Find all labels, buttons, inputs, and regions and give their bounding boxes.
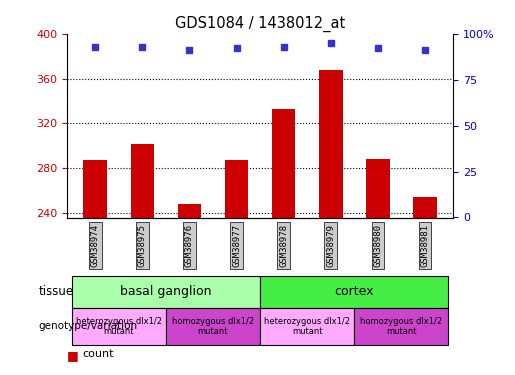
Bar: [83, 160, 107, 218]
Text: tissue: tissue: [39, 285, 74, 298]
Text: cortex: cortex: [335, 285, 374, 298]
Text: homozygous dlx1/2
mutant: homozygous dlx1/2 mutant: [172, 316, 254, 336]
Bar: [72, 308, 166, 345]
Bar: [166, 308, 260, 345]
Text: genotype/variation: genotype/variation: [39, 321, 138, 331]
Bar: [130, 144, 154, 218]
Text: ■: ■: [67, 349, 79, 362]
Bar: [354, 308, 449, 345]
Bar: [225, 160, 248, 218]
Text: heterozygous dlx1/2
mutant: heterozygous dlx1/2 mutant: [76, 316, 162, 336]
Text: basal ganglion: basal ganglion: [120, 285, 212, 298]
Bar: [366, 159, 390, 218]
Bar: [319, 70, 342, 217]
Bar: [72, 276, 260, 308]
Text: count: count: [82, 349, 114, 359]
Bar: [413, 197, 437, 217]
Text: heterozygous dlx1/2
mutant: heterozygous dlx1/2 mutant: [264, 316, 350, 336]
Bar: [260, 308, 354, 345]
Text: homozygous dlx1/2
mutant: homozygous dlx1/2 mutant: [360, 316, 442, 336]
Bar: [260, 276, 449, 308]
Title: GDS1084 / 1438012_at: GDS1084 / 1438012_at: [175, 16, 345, 32]
Bar: [272, 109, 296, 217]
Bar: [178, 204, 201, 218]
